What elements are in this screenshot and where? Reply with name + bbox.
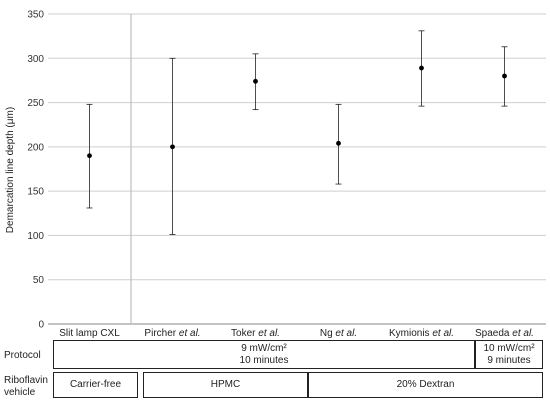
- vehicle-group-carrier-free: Carrier-free: [53, 372, 138, 398]
- mean-point-toker: [253, 78, 258, 84]
- vehicle-group-carrier-free-label: Carrier-free: [69, 379, 122, 390]
- mean-point-kymionis: [419, 65, 424, 71]
- x-category-label-pircher: Pircher et al.: [144, 328, 200, 339]
- vehicle-row-label-line2: vehicle: [4, 387, 36, 398]
- vehicle-group-dextran-label: 20% Dextran: [396, 379, 455, 390]
- vehicle-row-label-line1: Riboflavin: [4, 375, 48, 386]
- x-category-label-toker: Toker et al.: [231, 328, 280, 339]
- vehicle-group-hpmc-label: HPMC: [210, 379, 241, 390]
- y-tick-label-150: 150: [27, 187, 44, 198]
- x-category-label-ng: Ng et al.: [320, 328, 357, 339]
- vehicle-group-hpmc: HPMC: [143, 372, 308, 398]
- y-tick-label-50: 50: [33, 275, 45, 286]
- x-category-label-spaeda: Spaeda et al.: [475, 328, 534, 339]
- x-category-label-kymionis: Kymionis et al.: [389, 328, 454, 339]
- mean-point-pircher: [170, 144, 175, 150]
- protocol-group-10mw-line1: 10 mW/cm²: [483, 342, 535, 354]
- y-tick-label-200: 200: [27, 142, 44, 153]
- demarcation-depth-chart: 0 50 100 150 200 250 300 350 Slit lamp CXL Pirch…: [5, 10, 546, 339]
- protocol-group-9mw: 9 mW/cm² 10 minutes: [53, 340, 475, 369]
- y-tick-label-300: 300: [27, 54, 44, 65]
- y-tick-label-100: 100: [27, 231, 44, 242]
- vehicle-group-dextran: 20% Dextran: [308, 372, 543, 398]
- x-category-label-slit-lamp-cxl: Slit lamp CXL: [59, 328, 120, 339]
- protocol-group-10mw-line2: 9 minutes: [487, 354, 531, 366]
- protocol-group-10mw: 10 mW/cm² 9 minutes: [475, 340, 543, 369]
- vehicle-row-label: Riboflavin vehicle: [4, 375, 48, 399]
- y-axis-label: Demarcation line depth (μm): [5, 107, 16, 233]
- mean-point-slit-lamp-cxl: [87, 153, 92, 159]
- y-tick-label-350: 350: [27, 10, 44, 21]
- y-tick-label-0: 0: [38, 320, 44, 331]
- protocol-group-9mw-line2: 10 minutes: [239, 354, 289, 366]
- mean-point-ng: [336, 140, 341, 146]
- protocol-group-9mw-line1: 9 mW/cm²: [241, 342, 287, 354]
- mean-point-spaeda: [502, 73, 507, 79]
- y-tick-label-250: 250: [27, 98, 44, 109]
- protocol-row-label: Protocol: [4, 350, 41, 361]
